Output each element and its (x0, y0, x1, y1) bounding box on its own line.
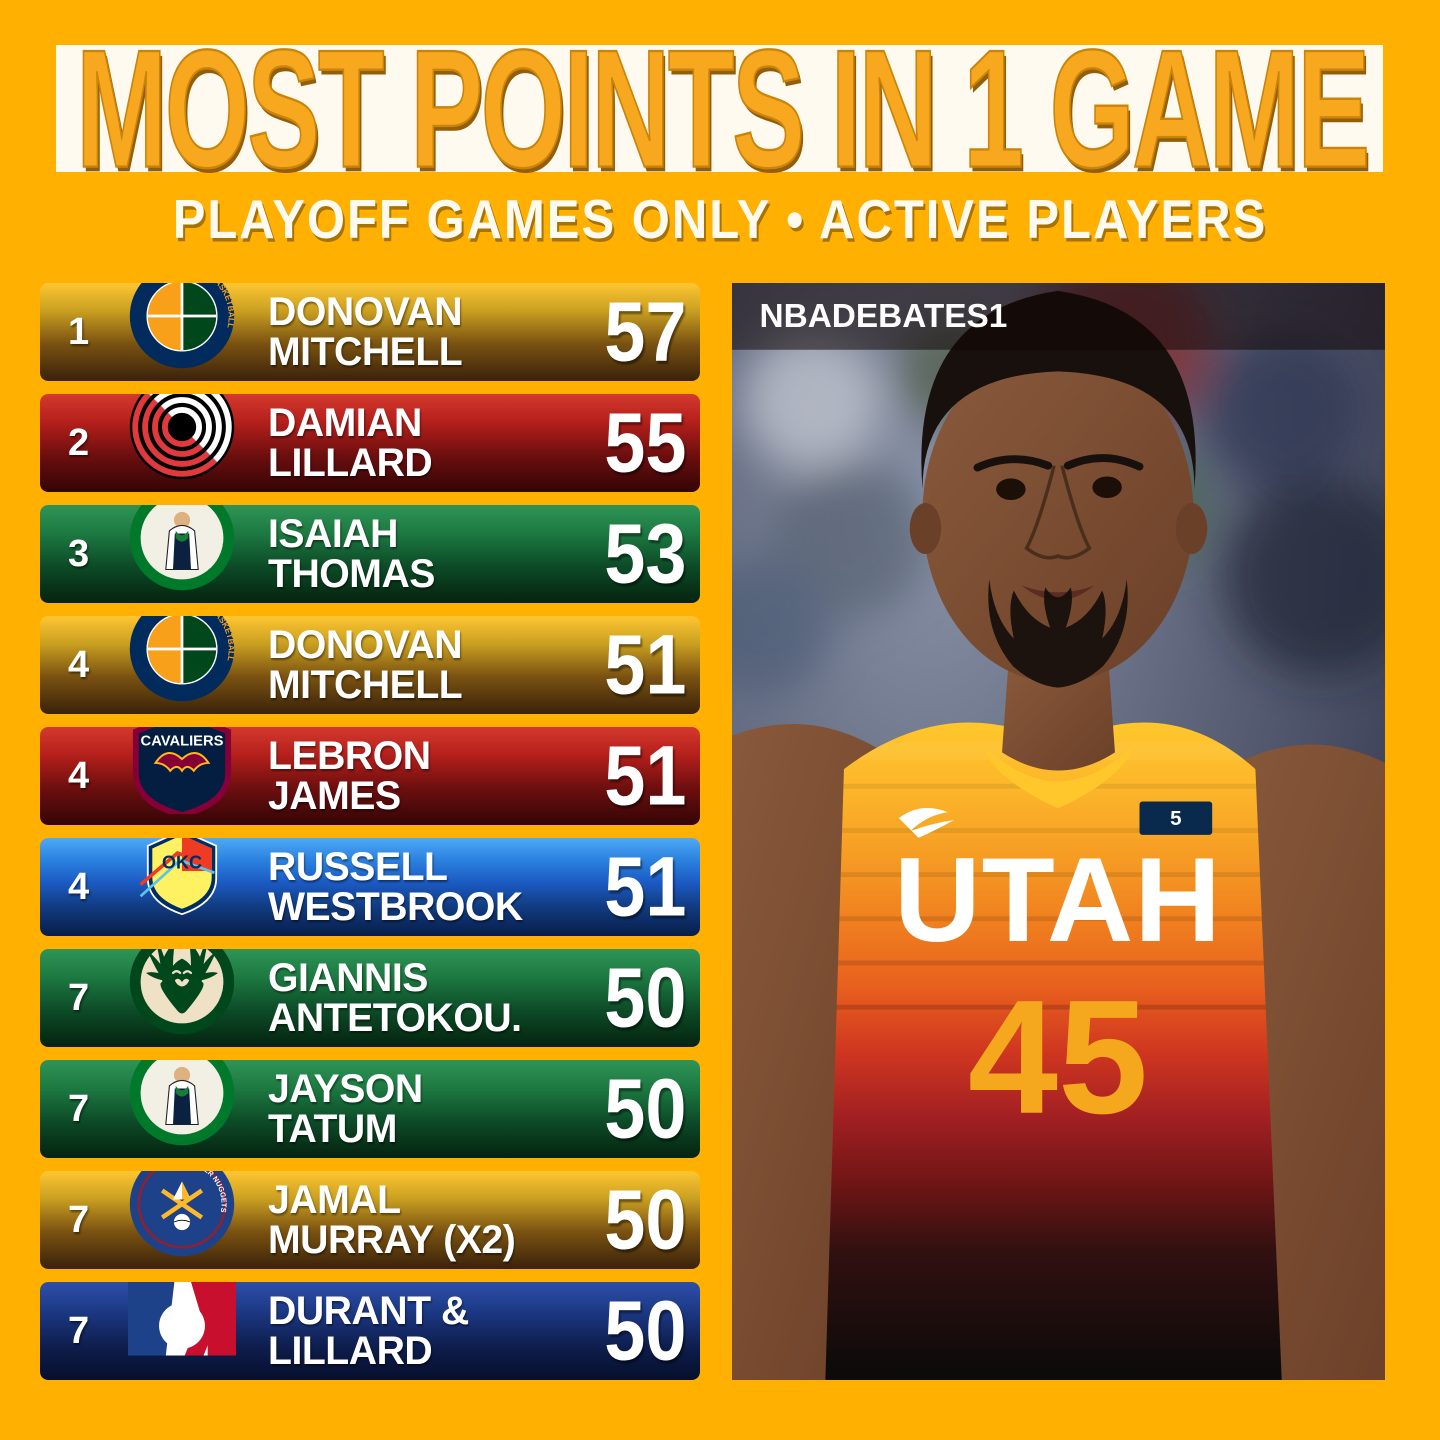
svg-text:NBADEBATES1: NBADEBATES1 (759, 298, 1007, 335)
svg-text:UTAH: UTAH (894, 834, 1222, 967)
svg-text:45: 45 (968, 967, 1148, 1148)
svg-text:5: 5 (1170, 807, 1181, 830)
